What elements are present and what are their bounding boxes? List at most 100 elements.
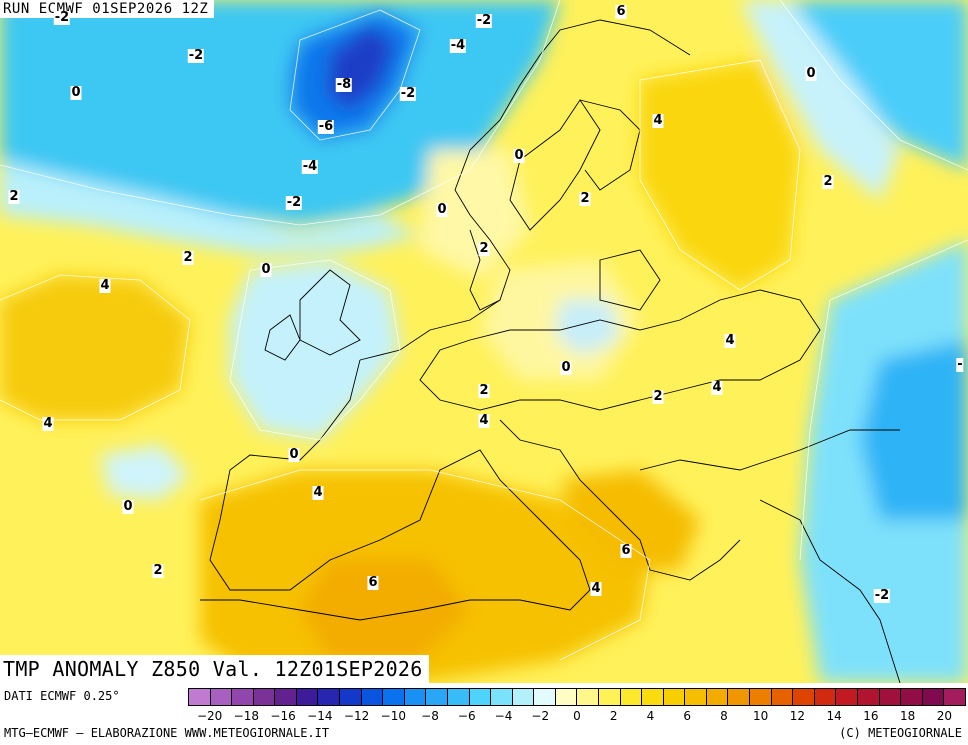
color-swatch: [296, 689, 319, 705]
contour-label: -2: [187, 48, 205, 63]
legend-footer: DATI ECMWF 0.25° −20 −18 −16 −14 −12 −10 −8 −6−…: [0, 683, 968, 745]
contour-label: 2: [579, 191, 591, 206]
contour-label: -: [956, 357, 964, 372]
credit-right: (C) METEOGIORNALE: [839, 726, 962, 740]
contour-label: 4: [724, 333, 736, 348]
contour-label: 0: [560, 360, 572, 375]
color-scale-tick-label: 6: [683, 709, 692, 723]
contour-label: 2: [8, 189, 20, 204]
contour-label: -6: [317, 119, 335, 134]
color-swatch: [598, 689, 621, 705]
hot-core-africa: [300, 560, 470, 660]
warm-atlantic-blob: [0, 275, 190, 420]
cool-biscay-zone: [100, 445, 190, 500]
contour-label: 0: [260, 262, 272, 277]
color-swatch: [620, 689, 643, 705]
color-swatch: [189, 689, 211, 705]
color-scale-tick-label: −8: [421, 709, 439, 723]
contour-label: -2: [399, 86, 417, 101]
color-swatch: [404, 689, 427, 705]
contour-label: 2: [822, 174, 834, 189]
contour-label: 2: [652, 389, 664, 404]
coastlines: [200, 19, 901, 683]
color-scale-tick-label: 0: [573, 709, 581, 723]
contour-label: 6: [367, 575, 379, 590]
contour-label: -2: [873, 588, 891, 603]
color-scale-tick-label: −18: [233, 709, 260, 723]
contour-label: 2: [478, 383, 490, 398]
color-swatch: [275, 689, 297, 705]
color-swatch: [857, 689, 880, 705]
cool-scandinavia: [420, 150, 530, 280]
color-swatch: [253, 689, 276, 705]
contour-label: 4: [478, 413, 490, 428]
cool-uk-zone: [230, 260, 400, 440]
contour-label: 0: [122, 499, 134, 514]
data-source-label: DATI ECMWF 0.25°: [4, 689, 120, 703]
color-scale-tick-label: −16: [270, 709, 296, 723]
contour-label: 4: [99, 278, 111, 293]
credit-left: MTG–ECMWF – ELABORAZIONE WWW.METEOGIORNA…: [4, 726, 330, 740]
contour-label: 0: [436, 202, 448, 217]
color-swatch: [750, 689, 772, 705]
contour-label: 0: [70, 85, 82, 100]
color-scale-tick-label: 12: [789, 709, 806, 723]
contour-label: -4: [449, 38, 467, 53]
color-swatch: [944, 689, 965, 705]
color-swatch: [469, 689, 492, 705]
color-scale-tick-label: −10: [380, 709, 406, 723]
color-swatch: [383, 689, 405, 705]
color-swatch: [210, 689, 233, 705]
color-swatch: [771, 689, 794, 705]
color-scale-tick-label: −4: [494, 709, 513, 723]
color-scale-tick-label: −20: [196, 709, 223, 723]
contour-label: 4: [590, 581, 602, 596]
color-scale-bar: [188, 688, 966, 706]
cold-atlantic-zone-outer: [0, 160, 420, 255]
color-scale-tick-label: 4: [646, 709, 655, 723]
color-swatch: [232, 689, 254, 705]
map-title: TMP ANOMALY Z850 Val. 12Z01SEP2026: [0, 655, 429, 683]
contour-label: 2: [478, 241, 490, 256]
colder-eastern-core: [860, 340, 968, 520]
contour-label: 0: [513, 148, 525, 163]
contour-label: -4: [301, 159, 319, 174]
cool-poland-spot: [555, 300, 620, 355]
contour-label: 0: [805, 66, 817, 81]
cold-northeast: [780, 0, 968, 170]
cold-atlantic-zone: [0, 0, 560, 225]
anomaly-fields: [0, 0, 968, 683]
color-swatch: [426, 689, 448, 705]
contour-label: 0: [288, 447, 300, 462]
contour-label: 4: [711, 380, 723, 395]
color-scale-tick-label: 10: [753, 709, 769, 723]
contour-label: -8: [335, 77, 353, 92]
color-swatch: [491, 689, 513, 705]
contour-label: -2: [53, 10, 71, 25]
color-swatch: [728, 689, 751, 705]
color-scale-tick-label: 18: [900, 709, 916, 723]
color-scale-tick-label: −2: [531, 709, 550, 723]
color-swatch: [663, 689, 686, 705]
contour-label: -2: [285, 195, 303, 210]
color-scale-tick-label: 2: [609, 709, 618, 723]
color-swatch: [814, 689, 837, 705]
contour-label: -2: [475, 13, 493, 28]
cool-northeast-fringe: [740, 0, 900, 200]
contour-label: 2: [182, 250, 194, 265]
color-swatch: [901, 689, 923, 705]
contour-label: 4: [652, 113, 664, 128]
color-scale-tick-label: 14: [826, 709, 842, 723]
color-swatch: [361, 689, 384, 705]
color-swatch: [922, 689, 945, 705]
contour-label: 2: [152, 563, 164, 578]
contour-label: 4: [42, 416, 54, 431]
color-swatch: [340, 689, 362, 705]
warm-russia: [640, 60, 800, 290]
color-swatch: [512, 689, 535, 705]
color-swatch: [685, 689, 707, 705]
run-label: RUN ECMWF 01SEP2026 12Z: [0, 0, 215, 18]
color-swatch: [555, 689, 578, 705]
color-swatch: [447, 689, 470, 705]
